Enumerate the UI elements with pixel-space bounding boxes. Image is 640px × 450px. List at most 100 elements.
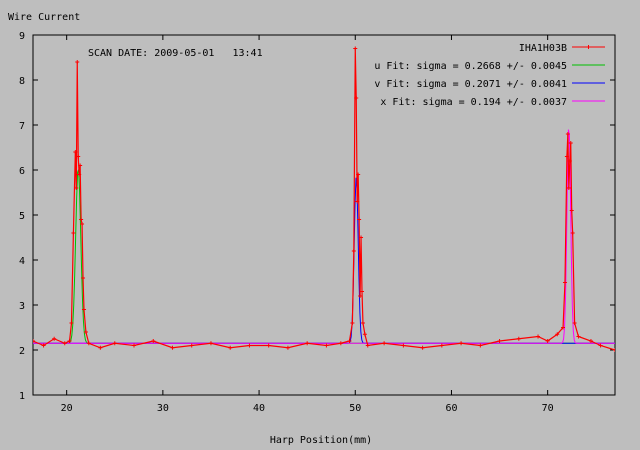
- data-point: [52, 336, 57, 341]
- data-point: [350, 321, 355, 325]
- x-tick-label: 30: [157, 403, 169, 414]
- y-tick-label: 1: [19, 391, 25, 402]
- data-point: [79, 217, 84, 222]
- data-point: [76, 154, 81, 159]
- data-point: [69, 321, 74, 325]
- y-tick-label: 2: [19, 346, 25, 357]
- data-point: [561, 325, 566, 330]
- data-point: [81, 307, 86, 312]
- data-point: [570, 231, 575, 235]
- data-point: [401, 343, 406, 348]
- x-tick-label: 20: [61, 403, 73, 414]
- data-point: [353, 46, 358, 51]
- data-point: [576, 334, 581, 339]
- axis-ticks: 20 30 40 50 60 70 1 2 3 4 5 6 7 8 9: [19, 31, 615, 414]
- data-point: [497, 339, 502, 343]
- fit-curve: [33, 177, 615, 344]
- data-point: [285, 345, 290, 350]
- data-point: [545, 339, 550, 343]
- data-point: [208, 341, 213, 346]
- data-point: [33, 339, 35, 343]
- x-axis-label: Harp Position(mm): [270, 435, 372, 446]
- data-point: [362, 332, 367, 337]
- y-tick-label: 8: [19, 76, 25, 87]
- fit-curve: [33, 129, 615, 344]
- data-point: [356, 172, 361, 177]
- y-tick-label: 7: [19, 121, 25, 132]
- x-tick-label: 60: [445, 403, 457, 414]
- data-point: [358, 294, 363, 298]
- data-point: [305, 341, 310, 346]
- data-point: [347, 339, 352, 343]
- data-point: [565, 132, 570, 136]
- data-point: [83, 330, 88, 334]
- data-point: [354, 96, 359, 100]
- data-point: [351, 249, 356, 253]
- data-point: [355, 199, 360, 204]
- data-point: [572, 321, 577, 325]
- legend-entry-label: u Fit: sigma = 0.2668 +/- 0.0045: [374, 61, 567, 72]
- data-series-line: [33, 48, 615, 351]
- data-point: [555, 332, 560, 337]
- data-point: [247, 343, 252, 348]
- data-point: [478, 343, 483, 348]
- data-point: [86, 341, 91, 346]
- data-point: [613, 348, 615, 352]
- y-tick-label: 6: [19, 166, 25, 177]
- y-tick-label: 5: [19, 211, 25, 222]
- data-point: [459, 341, 464, 346]
- data-point: [420, 345, 425, 350]
- data-point: [568, 141, 573, 145]
- data-point: [382, 341, 387, 346]
- data-point: [365, 343, 370, 348]
- data-point: [516, 336, 521, 341]
- data-point: [439, 343, 444, 348]
- data-point: [569, 208, 574, 213]
- data-point: [588, 339, 593, 343]
- plot-series: [33, 46, 615, 352]
- data-point: [566, 186, 571, 190]
- data-point: [98, 345, 103, 350]
- fit-curve: [33, 169, 615, 344]
- data-point: [41, 343, 46, 348]
- data-point: [62, 341, 67, 346]
- data-point: [151, 339, 156, 343]
- x-tick-label: 70: [542, 403, 554, 414]
- data-point: [357, 217, 362, 222]
- data-point: [132, 343, 137, 348]
- data-point: [360, 321, 365, 325]
- scan-date-annotation: SCAN DATE: 2009-05-01 13:41: [88, 48, 263, 59]
- data-point: [67, 339, 72, 343]
- data-point: [74, 186, 79, 190]
- legend-entry-label: v Fit: sigma = 0.2071 +/- 0.0041: [374, 79, 567, 90]
- data-point: [338, 341, 343, 346]
- data-point: [71, 231, 76, 235]
- data-point: [567, 159, 572, 163]
- data-point: [112, 341, 117, 346]
- data-point: [324, 343, 329, 348]
- data-point: [170, 345, 175, 350]
- data-point: [78, 163, 83, 168]
- data-point: [562, 280, 567, 285]
- data-point: [81, 276, 86, 280]
- y-axis-label: Wire Current: [8, 12, 80, 23]
- data-point: [536, 334, 541, 339]
- legend-entry-label: x Fit: sigma = 0.194 +/- 0.0037: [380, 97, 567, 108]
- legend: IHA1H03B u Fit: sigma = 0.2668 +/- 0.0045…: [374, 43, 605, 108]
- legend-entry-marker: [586, 45, 591, 49]
- x-tick-label: 40: [253, 403, 265, 414]
- x-tick-label: 50: [349, 403, 361, 414]
- y-tick-label: 3: [19, 301, 25, 312]
- data-point: [359, 289, 364, 294]
- y-tick-label: 9: [19, 31, 25, 42]
- data-point: [80, 222, 85, 226]
- data-point: [75, 60, 80, 64]
- plot-clipped-group: [33, 46, 615, 352]
- legend-entry-label: IHA1H03B: [519, 43, 567, 54]
- data-point: [228, 345, 233, 350]
- data-point: [77, 172, 82, 177]
- data-point: [564, 154, 569, 159]
- data-point: [598, 343, 603, 348]
